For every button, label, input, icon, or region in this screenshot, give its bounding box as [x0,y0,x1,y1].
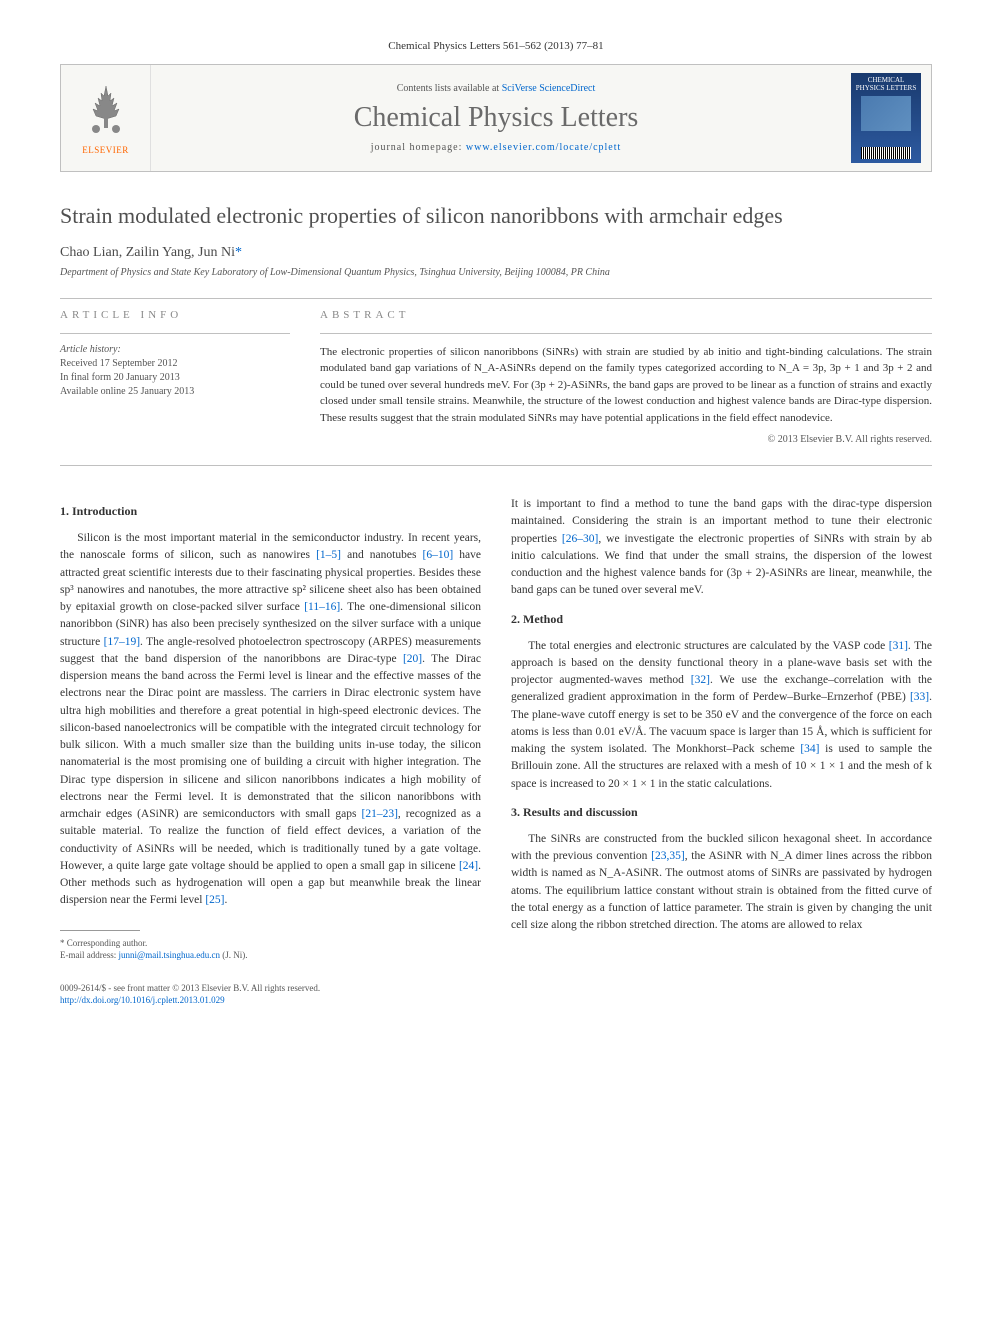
footer-block: 0009-2614/$ - see front matter © 2013 El… [60,982,481,1007]
results-paragraph: The SiNRs are constructed from the buckl… [511,831,932,935]
doi-link[interactable]: http://dx.doi.org/10.1016/j.cplett.2013.… [60,995,225,1005]
article-info-block: ARTICLE INFO Article history: Received 1… [60,309,290,446]
body-columns: 1. Introduction Silicon is the most impo… [60,496,932,1007]
publisher-name: ELSEVIER [82,145,129,155]
history-final-form: In final form 20 January 2013 [60,371,290,385]
ref-link[interactable]: [6–10] [423,549,454,561]
footnote-separator [60,930,140,931]
text-span: and nanotubes [341,549,423,561]
ref-link[interactable]: [25] [205,894,224,906]
email-label: E-mail address: [60,950,118,960]
homepage-line: journal homepage: www.elsevier.com/locat… [161,142,831,153]
method-paragraph: The total energies and electronic struct… [511,638,932,793]
abstract-divider [320,333,932,334]
corresponding-marker: * [235,245,242,260]
intro-heading: 1. Introduction [60,502,481,520]
email-suffix: (J. Ni). [220,950,248,960]
info-abstract-row: ARTICLE INFO Article history: Received 1… [60,309,932,446]
authors-names: Chao Lian, Zailin Yang, Jun Ni [60,245,235,260]
cover-title: CHEMICAL PHYSICS LETTERS [855,77,917,92]
abstract-text: The electronic properties of silicon nan… [320,344,932,427]
abstract-header: ABSTRACT [320,309,932,321]
issn-line: 0009-2614/$ - see front matter © 2013 El… [60,982,481,995]
contents-line: Contents lists available at SciVerse Sci… [161,83,831,94]
homepage-link[interactable]: www.elsevier.com/locate/cplett [466,142,621,153]
doi-line: http://dx.doi.org/10.1016/j.cplett.2013.… [60,994,481,1007]
ref-link[interactable]: [11–16] [304,601,340,613]
method-heading: 2. Method [511,610,932,628]
divider-top [60,298,932,299]
ref-link[interactable]: [23,35] [651,850,685,862]
cover-thumb-block: CHEMICAL PHYSICS LETTERS [841,65,931,171]
intro-paragraph-1: Silicon is the most important material i… [60,530,481,910]
corresponding-footnote: * Corresponding author. [60,937,481,950]
abstract-block: ABSTRACT The electronic properties of si… [320,309,932,446]
publisher-logo-block: ELSEVIER [61,65,151,171]
info-divider [60,333,290,334]
masthead-center: Contents lists available at SciVerse Sci… [151,65,841,171]
elsevier-tree-icon [76,81,136,141]
text-span: , the ASiNR with N_A dimer lines across … [511,850,932,931]
ref-link[interactable]: [24] [459,860,478,872]
page-container: Chemical Physics Letters 561–562 (2013) … [0,0,992,1047]
ref-link[interactable]: [20] [403,653,422,665]
journal-masthead: ELSEVIER Contents lists available at Sci… [60,64,932,172]
email-link[interactable]: junni@mail.tsinghua.edu.cn [118,950,220,960]
cover-image-placeholder [861,96,911,131]
ref-link[interactable]: [32] [691,674,710,686]
text-span: . The Dirac dispersion means the band ac… [60,653,481,820]
ref-link[interactable]: [17–19] [104,636,140,648]
divider-bottom [60,465,932,466]
history-online: Available online 25 January 2013 [60,385,290,399]
ref-link[interactable]: [21–23] [361,808,397,820]
homepage-prefix: journal homepage: [371,142,466,153]
journal-cover-icon: CHEMICAL PHYSICS LETTERS [851,73,921,163]
intro-paragraph-2: It is important to find a method to tune… [511,496,932,600]
ref-link[interactable]: [34] [800,743,819,755]
right-column: It is important to find a method to tune… [511,496,932,1007]
article-info-header: ARTICLE INFO [60,309,290,321]
history-received: Received 17 September 2012 [60,357,290,371]
text-span: . [224,894,227,906]
cover-barcode-icon [861,147,911,159]
email-footnote: E-mail address: junni@mail.tsinghua.edu.… [60,949,481,962]
left-column: 1. Introduction Silicon is the most impo… [60,496,481,1007]
ref-link[interactable]: [31] [889,640,908,652]
contents-prefix: Contents lists available at [397,83,502,94]
results-heading: 3. Results and discussion [511,803,932,821]
ref-link[interactable]: [33] [910,691,929,703]
authors-line: Chao Lian, Zailin Yang, Jun Ni* [60,245,932,261]
abstract-copyright: © 2013 Elsevier B.V. All rights reserved… [320,434,932,445]
header-citation: Chemical Physics Letters 561–562 (2013) … [60,40,932,52]
sciencedirect-link[interactable]: SciVerse ScienceDirect [502,83,596,94]
ref-link[interactable]: [1–5] [316,549,341,561]
text-span: The total energies and electronic struct… [528,640,889,652]
ref-link[interactable]: [26–30] [562,533,598,545]
journal-name: Chemical Physics Letters [161,102,831,134]
affiliation: Department of Physics and State Key Labo… [60,267,932,278]
history-label: Article history: [60,344,290,355]
article-title: Strain modulated electronic properties o… [60,202,932,231]
